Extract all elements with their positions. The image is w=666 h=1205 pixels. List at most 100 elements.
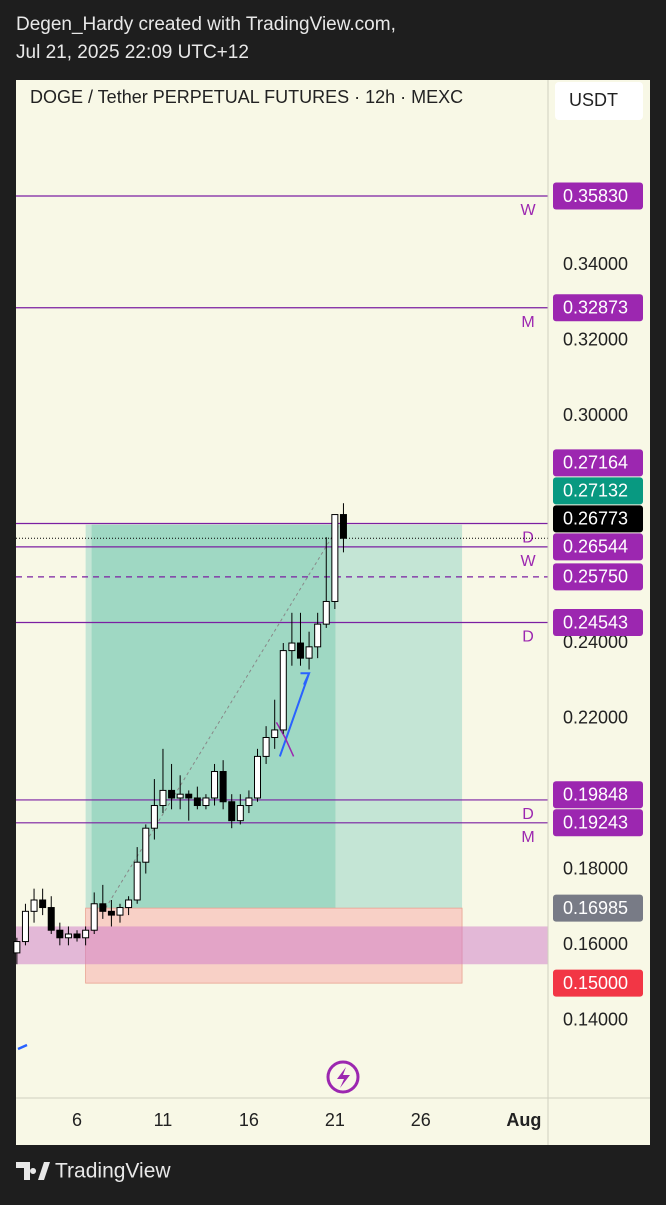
level-letter: W [520,553,536,570]
x-tick-label: 16 [239,1110,259,1130]
currency-box[interactable] [555,82,643,120]
price-badge-label: 0.19243 [563,813,628,833]
price-badge-label: 0.27132 [563,481,628,501]
candle-body [279,650,287,731]
header-line1: Degen_Hardy created with TradingView.com… [16,14,396,35]
y-tick-label: 0.30000 [563,405,628,425]
price-badge [553,809,643,837]
candle-body [159,789,167,807]
y-tick-label: 0.34000 [563,254,628,274]
level-letter: M [521,829,534,846]
alert-bolt [337,1067,350,1088]
price-badge [553,182,643,210]
drawn-arrow [278,672,311,757]
candle-body [30,899,38,912]
drawing-stroke [17,1043,28,1051]
currency[interactable]: USDT [569,90,618,110]
candle-body [142,827,150,863]
y-tick-label: 0.14000 [563,1010,628,1030]
candle-body [56,929,64,939]
candle-body [82,929,90,939]
candle-body [73,933,81,939]
candle-body [107,910,115,916]
level-letter: W [520,202,536,219]
y-tick-label: 0.32000 [563,329,628,349]
candle-body [305,646,313,659]
candle-body [322,600,330,625]
candle-body [296,642,304,659]
price-badge-label: 0.25750 [563,567,628,587]
candle-body [90,903,98,931]
price-badge-label: 0.24543 [563,612,628,632]
candle-body [254,755,262,799]
price-badge-label: 0.27164 [563,453,628,473]
y-tick-label: 0.24000 [563,632,628,652]
y-tick-label: 0.16000 [563,934,628,954]
candle-body [133,861,141,901]
candle-body [116,907,124,916]
price-badge [553,894,643,922]
candle-body [228,801,236,822]
price-badge-label: 0.35830 [563,186,628,206]
candle-body [47,907,55,931]
candle-body [39,899,47,909]
level-letter: D [522,806,534,823]
alert-icon[interactable] [326,1060,360,1094]
candle-body [185,793,193,799]
candle-body [64,933,72,939]
footer-logo: TradingView [16,1160,171,1183]
chart-title: DOGE / Tether PERPETUAL FUTURES · 12h · … [30,87,463,107]
profit-filled [91,524,336,909]
candle-body [211,771,219,799]
price-badge [553,505,643,533]
candle-body [125,899,133,909]
candle-body [339,514,347,539]
y-tick-label: 0.22000 [563,707,628,727]
candle-body [99,903,107,912]
candle-body [168,789,176,799]
candle-body [245,797,253,807]
candle-body [176,793,184,799]
price-badge [553,969,643,997]
candle-body [219,771,227,803]
candle-body [271,729,279,739]
price-badge-label: 0.15000 [563,973,628,993]
x-tick-label: Aug [506,1110,541,1130]
level-letter: D [522,629,534,646]
candle-body [288,642,296,652]
candle-body [331,514,339,602]
candle-body [262,737,270,757]
price-badge [553,533,643,561]
price-badge [553,294,643,322]
candle-body [193,797,201,807]
candle-body [236,805,244,822]
price-badge-label: 0.19848 [563,785,628,805]
candle-body [202,797,210,807]
price-badge [553,477,643,505]
level-letter: D [522,530,534,547]
candle-body [13,941,21,954]
price-badge-label: 0.32873 [563,297,628,317]
price-badge-label: 0.26773 [563,509,628,529]
x-tick-label: 26 [411,1110,431,1130]
drawn-path [275,722,295,757]
x-tick-label: 21 [325,1110,345,1130]
level-letter: M [521,314,534,331]
y-tick-label: 0.18000 [563,859,628,879]
x-tick-label: 6 [72,1110,82,1130]
price-badge [553,449,643,477]
candle-body [314,623,322,648]
footer-brand: TradingView [55,1160,171,1183]
zone [16,926,548,965]
price-badge [553,781,643,809]
x-tick-label: 11 [154,1110,173,1130]
logo-mark [16,1162,50,1180]
candle-body [21,910,29,943]
price-badge [553,609,643,637]
price-badge-label: 0.16985 [563,898,628,918]
candle-body [150,805,158,829]
header-line2: Jul 21, 2025 22:09 UTC+12 [16,42,249,63]
